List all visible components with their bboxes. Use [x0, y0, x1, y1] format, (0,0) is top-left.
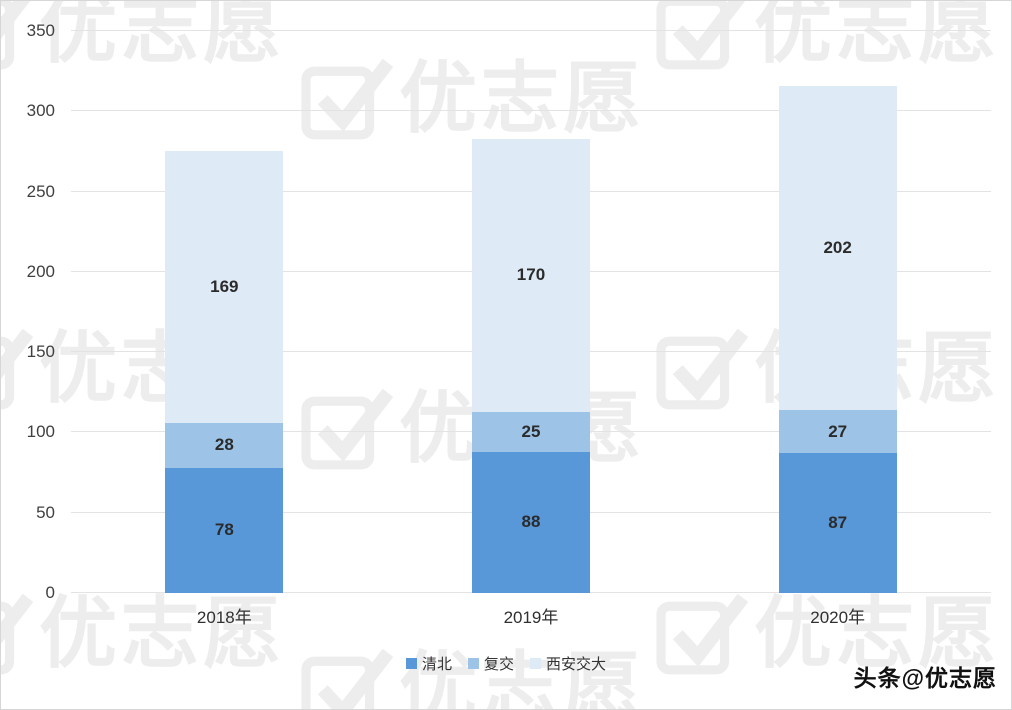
legend-label: 清北 [421, 656, 452, 673]
legend-label: 西安交大 [546, 656, 607, 673]
bar-segment: 170 [471, 138, 590, 412]
x-axis-label: 2019年 [503, 608, 559, 627]
data-label: 78 [214, 520, 234, 540]
x-axis-label: 2018年 [196, 608, 252, 627]
data-label: 87 [828, 513, 848, 533]
data-label: 88 [521, 512, 541, 532]
legend-swatch [405, 658, 417, 669]
footer-credit: 头条@优志愿 [853, 665, 997, 691]
bar-segment: 78 [165, 467, 284, 593]
bar-slot: 87 27 202 [684, 31, 991, 593]
y-axis-tick-label: 50 [36, 502, 55, 522]
legend-swatch [467, 658, 479, 669]
y-axis-tick-label: 350 [26, 21, 55, 40]
x-axis: 2018年 2019年 2020年 [71, 603, 991, 629]
y-axis-tick-label: 250 [26, 181, 55, 201]
bar-segment: 169 [165, 151, 284, 423]
stacked-bar: 78 28 169 [165, 31, 284, 593]
bar-segment: 25 [471, 411, 590, 452]
legend-swatch [530, 658, 541, 669]
y-axis-tick-label: 150 [26, 342, 55, 362]
legend-item: 西安交大 [530, 653, 606, 674]
data-label: 170 [516, 265, 546, 285]
stacked-bar: 88 25 170 [471, 31, 590, 593]
data-label: 28 [214, 435, 234, 455]
x-axis-label: 2020年 [810, 608, 866, 627]
data-label: 202 [823, 237, 852, 257]
plot-area: 78 28 169 88 25 170 87 27 202 [71, 30, 991, 593]
y-axis-tick-label: 100 [26, 422, 55, 442]
data-label: 169 [210, 277, 239, 297]
gridline [71, 30, 991, 31]
gridline [71, 110, 991, 112]
data-label: 27 [828, 421, 848, 441]
data-label: 25 [521, 421, 541, 441]
legend: 清北 复交 西安交大 [1, 653, 1011, 674]
bar-slot: 78 28 169 [71, 31, 378, 593]
bar-segment: 27 [778, 409, 897, 454]
y-axis-tick-label: 200 [26, 261, 55, 281]
legend-item: 清北 [405, 653, 452, 674]
bar-segment: 28 [165, 422, 284, 468]
bars-group: 78 28 169 88 25 170 87 27 202 [71, 31, 991, 593]
bar-segment: 202 [778, 85, 897, 410]
y-axis-tick-label: 300 [26, 101, 55, 121]
bar-slot: 88 25 170 [378, 31, 685, 593]
legend-label: 复交 [483, 656, 514, 673]
bar-segment: 87 [778, 453, 897, 593]
legend-item: 复交 [467, 653, 514, 674]
y-axis-tick-label: 0 [45, 583, 55, 602]
bar-segment: 88 [471, 451, 590, 593]
stacked-bar: 87 27 202 [778, 31, 897, 593]
y-axis: 0 50 100 150 200 250 300 350 [1, 21, 61, 602]
